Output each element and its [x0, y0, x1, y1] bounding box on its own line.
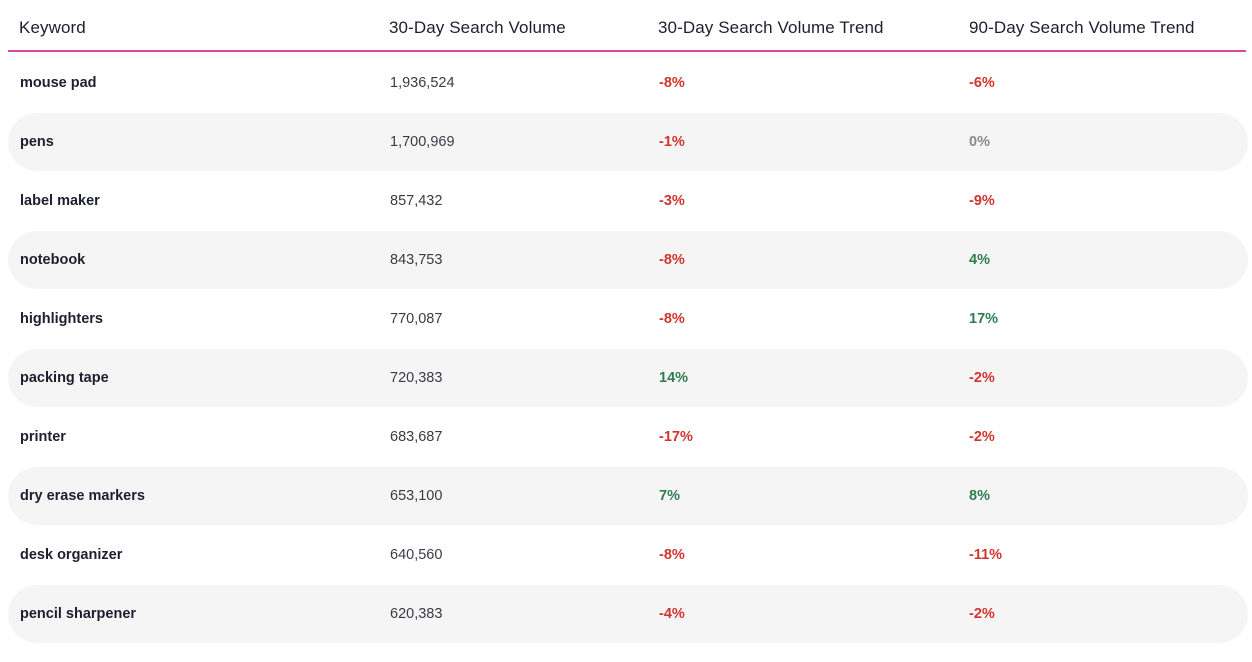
keyword-cell: label maker: [20, 193, 100, 209]
trend-90-day-cell: 8%: [969, 488, 990, 504]
trend-90-day-cell: -6%: [969, 75, 995, 91]
trend-30-day-cell: -1%: [659, 134, 685, 150]
keyword-cell: pencil sharpener: [20, 606, 137, 622]
keyword-cell: highlighters: [20, 311, 103, 327]
table-row: mouse pad 1,936,524 -8% -6%: [8, 54, 1248, 112]
table-row: pencil sharpener 620,383 -4% -2%: [8, 585, 1248, 643]
column-header-90-day-trend: 90-Day Search Volume Trend: [969, 18, 1195, 37]
trend-90-day-cell: 4%: [969, 252, 990, 268]
trend-90-day-cell: -2%: [969, 370, 995, 386]
keyword-cell: dry erase markers: [20, 488, 145, 504]
volume-cell: 640,560: [390, 547, 443, 563]
keyword-cell: desk organizer: [20, 547, 123, 563]
volume-cell: 857,432: [390, 193, 443, 209]
volume-cell: 843,753: [390, 252, 443, 268]
keyword-cell: printer: [20, 429, 66, 445]
trend-90-day-cell: -11%: [969, 547, 1003, 563]
keyword-cell: packing tape: [20, 370, 109, 386]
keyword-cell: mouse pad: [20, 75, 97, 91]
table-row: label maker 857,432 -3% -9%: [8, 172, 1248, 230]
table-header: Keyword 30-Day Search Volume 30-Day Sear…: [8, 0, 1246, 52]
trend-90-day-cell: 0%: [969, 134, 990, 150]
volume-cell: 770,087: [390, 311, 443, 327]
trend-30-day-cell: -3%: [659, 193, 685, 209]
table-row: printer 683,687 -17% -2%: [8, 408, 1248, 466]
volume-cell: 653,100: [390, 488, 443, 504]
table-row: desk organizer 640,560 -8% -11%: [8, 526, 1248, 584]
volume-cell: 683,687: [390, 429, 443, 445]
column-header-30-day-volume: 30-Day Search Volume: [389, 18, 566, 37]
table-row: dry erase markers 653,100 7% 8%: [8, 467, 1248, 525]
column-header-keyword: Keyword: [19, 18, 86, 37]
table-row: packing tape 720,383 14% -2%: [8, 349, 1248, 407]
trend-90-day-cell: -2%: [969, 606, 995, 622]
trend-30-day-cell: 7%: [659, 488, 680, 504]
table-row: highlighters 770,087 -8% 17%: [8, 290, 1248, 348]
trend-90-day-cell: -2%: [969, 429, 995, 445]
trend-90-day-cell: -9%: [969, 193, 995, 209]
trend-30-day-cell: 14%: [659, 370, 689, 386]
trend-90-day-cell: 17%: [969, 311, 999, 327]
trend-30-day-cell: -8%: [659, 75, 685, 91]
trend-30-day-cell: -17%: [659, 429, 693, 445]
trend-30-day-cell: -8%: [659, 547, 685, 563]
column-header-30-day-trend: 30-Day Search Volume Trend: [658, 18, 884, 37]
table-row: pens 1,700,969 -1% 0%: [8, 113, 1248, 171]
trend-30-day-cell: -8%: [659, 252, 685, 268]
volume-cell: 720,383: [390, 370, 443, 386]
trend-30-day-cell: -4%: [659, 606, 685, 622]
table-row: notebook 843,753 -8% 4%: [8, 231, 1248, 289]
keyword-cell: notebook: [20, 252, 86, 268]
trend-30-day-cell: -8%: [659, 311, 685, 327]
volume-cell: 1,936,524: [390, 75, 455, 91]
volume-cell: 620,383: [390, 606, 443, 622]
keyword-cell: pens: [20, 134, 54, 150]
volume-cell: 1,700,969: [390, 134, 455, 150]
